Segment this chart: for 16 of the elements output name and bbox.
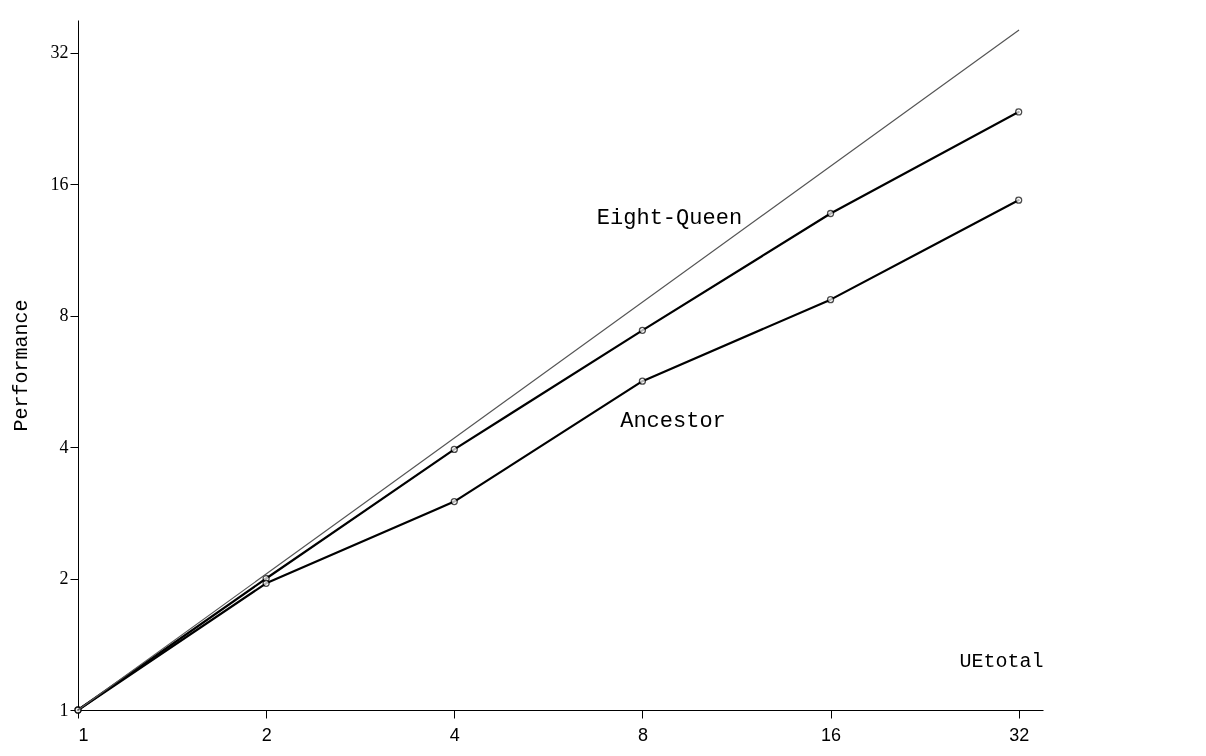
x-tick-label: 16 bbox=[821, 724, 842, 745]
y-axis-title: Performance bbox=[9, 299, 33, 432]
y-tick-label: 16 bbox=[50, 173, 69, 194]
y-tick-label: 4 bbox=[59, 436, 69, 457]
x-tick-label: 4 bbox=[449, 724, 460, 745]
y-tick-label: 2 bbox=[59, 568, 69, 589]
y-tick-label: 1 bbox=[59, 699, 69, 720]
annotation: Eight-Queen bbox=[596, 205, 743, 231]
x-tick-label: 1 bbox=[78, 724, 89, 745]
y-tick-label: 32 bbox=[50, 42, 69, 63]
x-axis-title: UEtotal bbox=[959, 649, 1044, 673]
annotation: Ancestor bbox=[620, 409, 726, 435]
x-tick-label: 32 bbox=[1009, 724, 1030, 745]
x-tick-label: 8 bbox=[637, 724, 648, 745]
y-tick-label: 8 bbox=[59, 305, 69, 326]
x-tick-label: 2 bbox=[261, 724, 272, 745]
